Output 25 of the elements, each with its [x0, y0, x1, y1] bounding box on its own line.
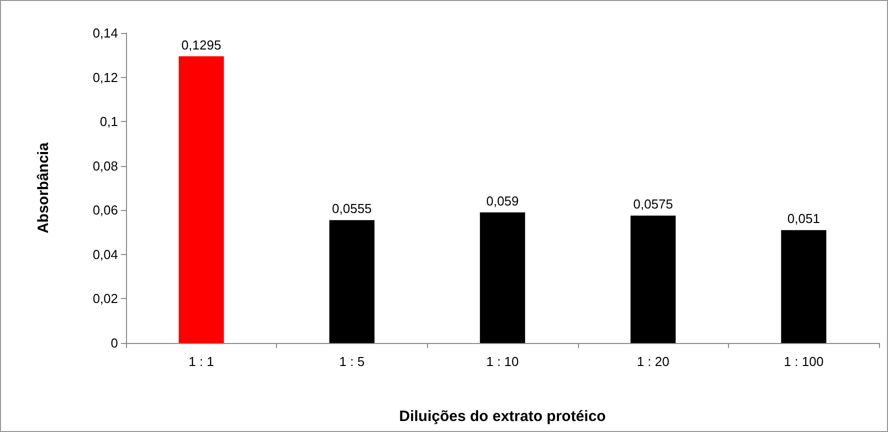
y-tick-label: 0 — [110, 336, 118, 350]
data-label: 0,1295 — [181, 37, 222, 52]
x-tick-label: 1 : 1 — [188, 354, 214, 369]
y-axis-title: Absorbância — [35, 142, 52, 234]
bar — [630, 216, 676, 343]
x-axis-title: Diluições do extrato protéico — [399, 408, 606, 425]
y-tick-label: 0,02 — [92, 291, 118, 306]
y-tick-label: 0,14 — [92, 26, 118, 40]
bar — [480, 212, 526, 343]
data-label: 0,059 — [486, 193, 519, 208]
data-label: 0,0555 — [332, 201, 372, 216]
bar — [178, 56, 224, 343]
data-label: 0,0575 — [633, 196, 673, 212]
x-tick-label: 1 : 100 — [784, 354, 824, 369]
y-tick-label: 0,06 — [92, 202, 118, 218]
x-tick-label: 1 : 10 — [486, 354, 519, 369]
y-tick-label: 0,1 — [100, 114, 118, 130]
data-label: 0,051 — [787, 211, 820, 226]
y-tick-label: 0,08 — [92, 158, 118, 174]
bar — [329, 220, 374, 343]
y-tick-label: 0,04 — [92, 246, 118, 262]
bar — [781, 230, 826, 343]
x-tick-label: 1 : 5 — [339, 354, 365, 369]
x-tick-label: 1 : 20 — [636, 354, 670, 369]
y-tick-label: 0,12 — [92, 70, 118, 85]
